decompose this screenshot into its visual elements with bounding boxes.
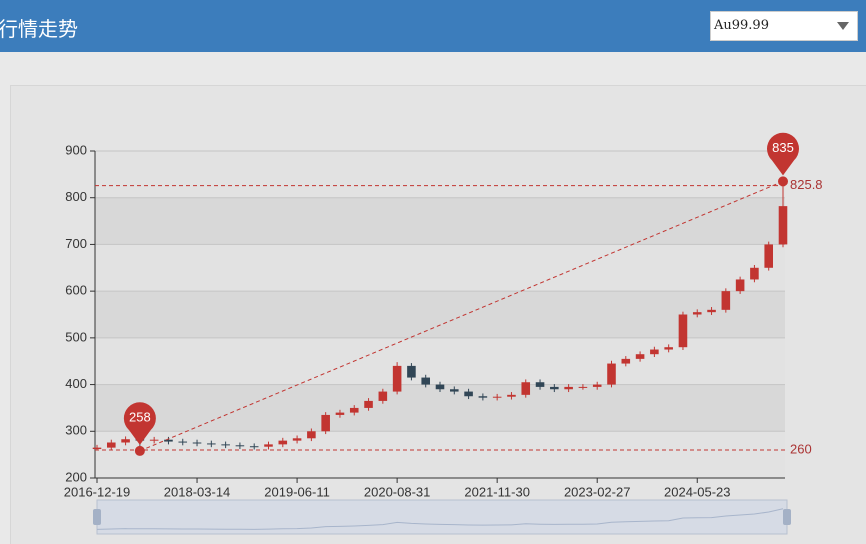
zoom-handle[interactable] (93, 509, 101, 525)
mark-pin-label: 258 (129, 409, 151, 424)
page-title: 行情走势 (0, 17, 78, 41)
candle-body (321, 414, 330, 432)
grid-band (95, 151, 785, 198)
candle-body (650, 349, 659, 355)
mark-pin (123, 402, 156, 445)
candle-body (621, 358, 631, 364)
header: 行情走势 Au99.99 (0, 0, 866, 52)
y-tick-label: 400 (65, 376, 87, 391)
candle-body (450, 389, 459, 392)
candle-body (778, 206, 788, 245)
grid-band (95, 384, 785, 432)
candle-body (107, 442, 116, 448)
mark-pin (767, 132, 799, 176)
candle-body (364, 400, 373, 408)
zoom-slider (96, 499, 788, 535)
candle-body (192, 442, 202, 444)
trend-line (139, 180, 784, 452)
candle-body (750, 267, 759, 280)
candle-body (149, 439, 159, 441)
candle-body (578, 386, 588, 388)
candle-body (492, 396, 502, 398)
candle-body (707, 309, 716, 313)
y-tick-label: 900 (65, 142, 87, 157)
grid-band (95, 291, 785, 338)
candle-body (478, 396, 488, 398)
y-tick-label: 500 (65, 329, 87, 344)
candle-body (521, 382, 531, 395)
x-tick-label: 2016-12-19 (64, 484, 131, 499)
candle-body (535, 382, 545, 387)
symbol-select[interactable]: Au99.99 (710, 11, 858, 41)
candle-body (249, 446, 259, 448)
candle-body (407, 365, 416, 378)
select-value: Au99.99 (714, 18, 769, 33)
candle-body (221, 444, 230, 446)
candle-body (607, 363, 616, 385)
candle-body (764, 244, 773, 268)
grid-band (95, 431, 785, 478)
candle-body (550, 386, 559, 390)
candle-body (507, 394, 516, 397)
candle-body (564, 386, 573, 390)
x-tick-label: 2018-03-14 (164, 484, 231, 499)
zoom-preview (96, 508, 784, 530)
mark-line-label: 825.8 (790, 177, 823, 192)
grid-band (95, 337, 785, 385)
candle-body (349, 407, 359, 413)
grid-band (95, 244, 785, 292)
candle-body (664, 347, 673, 350)
x-tick-label: 2023-02-27 (564, 484, 631, 499)
candle-body (692, 312, 702, 315)
x-tick-label: 2019-06-11 (264, 484, 330, 499)
mark-dot (778, 176, 788, 187)
mark-dot (134, 445, 145, 456)
candle-body (264, 444, 273, 447)
x-tick-label: 2020-08-31 (364, 484, 431, 499)
candle-body (635, 354, 645, 359)
candle-body (235, 445, 245, 447)
candle-body (435, 384, 445, 390)
y-tick-label: 300 (65, 423, 87, 438)
mark-line-label: 260 (790, 441, 812, 456)
candle-body (278, 440, 288, 445)
candle-body (378, 391, 388, 401)
x-tick-label: 2021-11-30 (464, 484, 530, 499)
candle-body (121, 439, 130, 443)
zoom-handle[interactable] (783, 509, 791, 525)
y-tick-label: 200 (65, 469, 87, 484)
candle-body (307, 431, 316, 439)
candle-body (678, 314, 688, 348)
select-arrow (837, 22, 849, 30)
candle-body (335, 412, 345, 415)
candle-body (421, 377, 430, 385)
candle-body (207, 443, 216, 445)
candle-body (178, 441, 188, 443)
candle-body (392, 365, 402, 392)
candle-body (592, 384, 602, 387)
mark-pin-label: 835 (772, 140, 794, 155)
x-tick-label: 2024-05-23 (664, 484, 731, 499)
candle-body (464, 391, 473, 397)
y-tick-label: 800 (65, 189, 87, 204)
candle-body (735, 279, 745, 292)
candle-body (292, 438, 302, 441)
grid-band (95, 197, 785, 245)
y-tick-label: 600 (65, 283, 87, 298)
candle-body (164, 439, 173, 442)
candle-body (721, 291, 731, 310)
candle-body (92, 447, 102, 450)
y-tick-label: 700 (65, 236, 87, 251)
